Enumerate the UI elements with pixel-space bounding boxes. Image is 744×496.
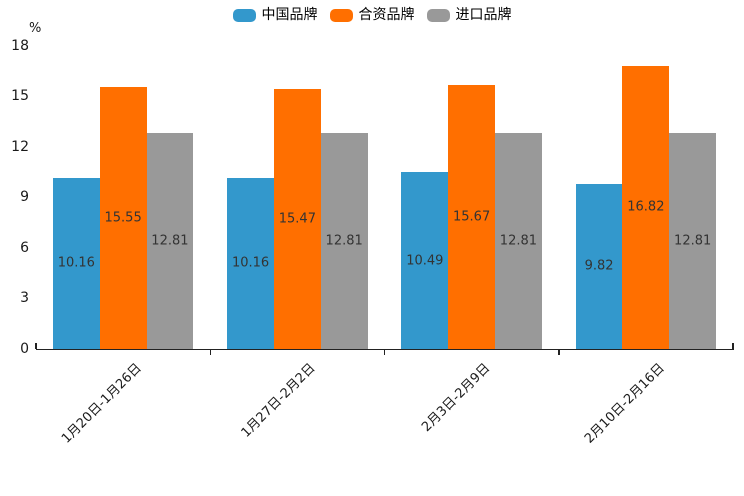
y-axis-tick-label: 15 bbox=[11, 88, 29, 104]
bar-imported-brand-1: 12.81 bbox=[320, 133, 368, 349]
legend-item-joint-venture-brand[interactable]: 合资品牌 bbox=[329, 7, 415, 23]
bar-value-label: 16.82 bbox=[627, 199, 665, 215]
legend-item-imported-brand[interactable]: 进口品牌 bbox=[426, 7, 512, 23]
legend-label: 合资品牌 bbox=[358, 7, 415, 23]
y-axis-tick-label: 9 bbox=[20, 189, 29, 205]
bar-value-label: 12.81 bbox=[499, 233, 538, 249]
bar-imported-brand-3: 12.81 bbox=[669, 133, 717, 349]
bar-joint-venture-brand-1: 15.47 bbox=[273, 88, 321, 349]
bar-value-label: 12.81 bbox=[151, 233, 189, 249]
plot-area: 10.16 15.55 12.81 10.16 15.47 12.81 10.49 15.67… bbox=[36, 46, 733, 349]
x-axis-category-label: 2月10日-2月16日 bbox=[581, 360, 668, 447]
bar-china-brand-0: 10.16 bbox=[52, 177, 100, 349]
x-axis-tick bbox=[35, 343, 37, 349]
bar-value-label: 12.81 bbox=[325, 233, 363, 249]
legend-marker-joint-venture-brand bbox=[329, 8, 353, 22]
bar-imported-brand-2: 12.81 bbox=[495, 133, 542, 349]
bar-joint-venture-brand-2: 15.67 bbox=[448, 85, 496, 349]
chart-legend: 中国品牌 合资品牌 进口品牌 bbox=[0, 7, 744, 23]
bar-china-brand-1: 10.16 bbox=[227, 177, 274, 349]
x-axis-line bbox=[36, 348, 734, 350]
y-axis-unit-label: % bbox=[29, 21, 42, 36]
y-axis-tick-label: 18 bbox=[11, 37, 29, 54]
y-axis-tick-label: 3 bbox=[20, 290, 29, 306]
bar-value-label: 12.81 bbox=[674, 233, 712, 249]
bar-value-label: 10.16 bbox=[57, 255, 95, 271]
bar-value-label: 10.49 bbox=[406, 253, 444, 269]
y-axis-tick-label: 0 bbox=[20, 340, 29, 357]
x-axis-category-label: 1月27日-2月2日 bbox=[238, 360, 319, 441]
bar-value-label: 15.67 bbox=[453, 209, 491, 225]
x-axis-tick bbox=[558, 350, 560, 355]
bar-value-label: 15.47 bbox=[278, 211, 316, 227]
x-axis-tick bbox=[732, 343, 734, 349]
bar-china-brand-2: 10.49 bbox=[401, 172, 449, 349]
x-axis-tick bbox=[209, 350, 211, 355]
y-axis-tick-label: 6 bbox=[20, 239, 29, 256]
legend-marker-china-brand bbox=[232, 8, 256, 22]
legend-label: 进口品牌 bbox=[455, 7, 512, 23]
bar-imported-brand-0: 12.81 bbox=[146, 133, 194, 349]
bar-value-label: 9.82 bbox=[584, 258, 614, 274]
bar-joint-venture-brand-0: 15.55 bbox=[99, 87, 147, 349]
y-axis-tick-label: 12 bbox=[11, 138, 29, 155]
legend-label: 中国品牌 bbox=[261, 7, 318, 23]
bar-joint-venture-brand-3: 16.82 bbox=[622, 65, 670, 349]
legend-marker-imported-brand bbox=[426, 8, 450, 22]
bar-value-label: 10.16 bbox=[231, 255, 270, 271]
x-axis-category-label: 2月3日-2月9日 bbox=[418, 360, 494, 435]
bar-value-label: 15.55 bbox=[104, 210, 142, 226]
x-axis-category-label: 1月20日-1月26日 bbox=[58, 360, 145, 447]
legend-item-china-brand[interactable]: 中国品牌 bbox=[232, 7, 318, 23]
bar-china-brand-3: 9.82 bbox=[575, 183, 623, 349]
x-axis-tick bbox=[383, 350, 386, 355]
